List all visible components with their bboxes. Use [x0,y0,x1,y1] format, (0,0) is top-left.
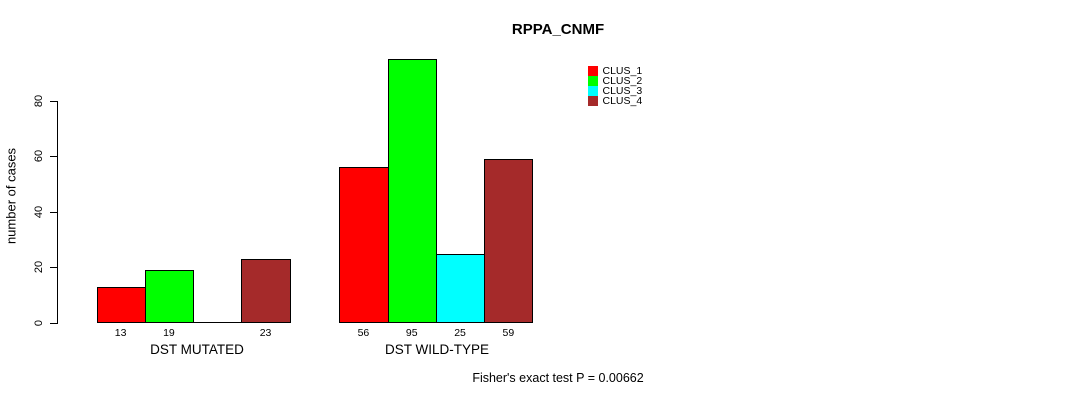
bar-value-label-clus-3-dst-wild-type: 25 [454,327,466,339]
y-axis-tick-label: 40 [33,205,45,218]
bar-clus-4-dst-wild-type [484,158,534,323]
bar-clus-4-dst-mutated [241,259,291,323]
fisher-test-annotation: Fisher's exact test P = 0.00662 [472,371,644,385]
y-axis-tick [50,156,57,158]
legend-swatch-clus-4 [588,96,598,106]
y-axis-tick-label: 20 [33,261,45,274]
y-axis-tick-label: 80 [33,94,45,107]
y-axis-tick [50,211,57,213]
legend-label-clus-2: CLUS_2 [602,75,643,87]
legend-swatch-clus-3 [588,86,598,96]
x-group-label-dst-wild-type: DST WILD-TYPE [384,342,490,357]
bar-clus-1-dst-mutated [96,286,146,323]
legend-label-clus-3: CLUS_3 [602,85,643,97]
y-axis-tick [50,323,57,324]
legend-item-clus-1: CLUS_1 [588,66,642,76]
legend-item-clus-3: CLUS_3 [588,86,642,96]
y-axis-line [57,100,58,324]
bar-clus-3-dst-wild-type [435,253,486,323]
y-axis-tick [50,267,57,269]
bar-value-label-clus-2-dst-mutated: 19 [163,327,175,339]
y-axis-tick [50,100,57,102]
chart-title: RPPA_CNMF [511,21,605,38]
legend-swatch-clus-2 [588,76,598,86]
legend-item-clus-4: CLUS_4 [588,96,642,106]
bar-value-label-clus-4-dst-mutated: 23 [259,327,272,339]
y-axis-tick-label: 60 [33,150,45,163]
bar-clus-2-dst-mutated [144,270,195,323]
bar-value-label-clus-1-dst-wild-type: 56 [357,327,370,339]
legend-swatch-clus-1 [588,66,598,76]
bar-clus-3-dst-mutated-zero [193,322,243,323]
legend: CLUS_1 CLUS_2 CLUS_3 CLUS_4 [588,66,642,106]
legend-item-clus-2: CLUS_2 [588,76,642,86]
bar-value-label-clus-1-dst-mutated: 13 [114,327,127,339]
bar-clus-1-dst-wild-type [339,167,389,323]
bar-clus-2-dst-wild-type [387,58,437,323]
bar-value-label-clus-4-dst-wild-type: 59 [502,327,515,339]
bar-value-label-clus-2-dst-wild-type: 95 [405,327,418,339]
x-group-label-dst-mutated: DST MUTATED [150,342,244,357]
legend-label-clus-4: CLUS_4 [602,95,643,107]
legend-label-clus-1: CLUS_1 [602,65,643,77]
y-axis-tick-label: 0 [33,319,45,327]
